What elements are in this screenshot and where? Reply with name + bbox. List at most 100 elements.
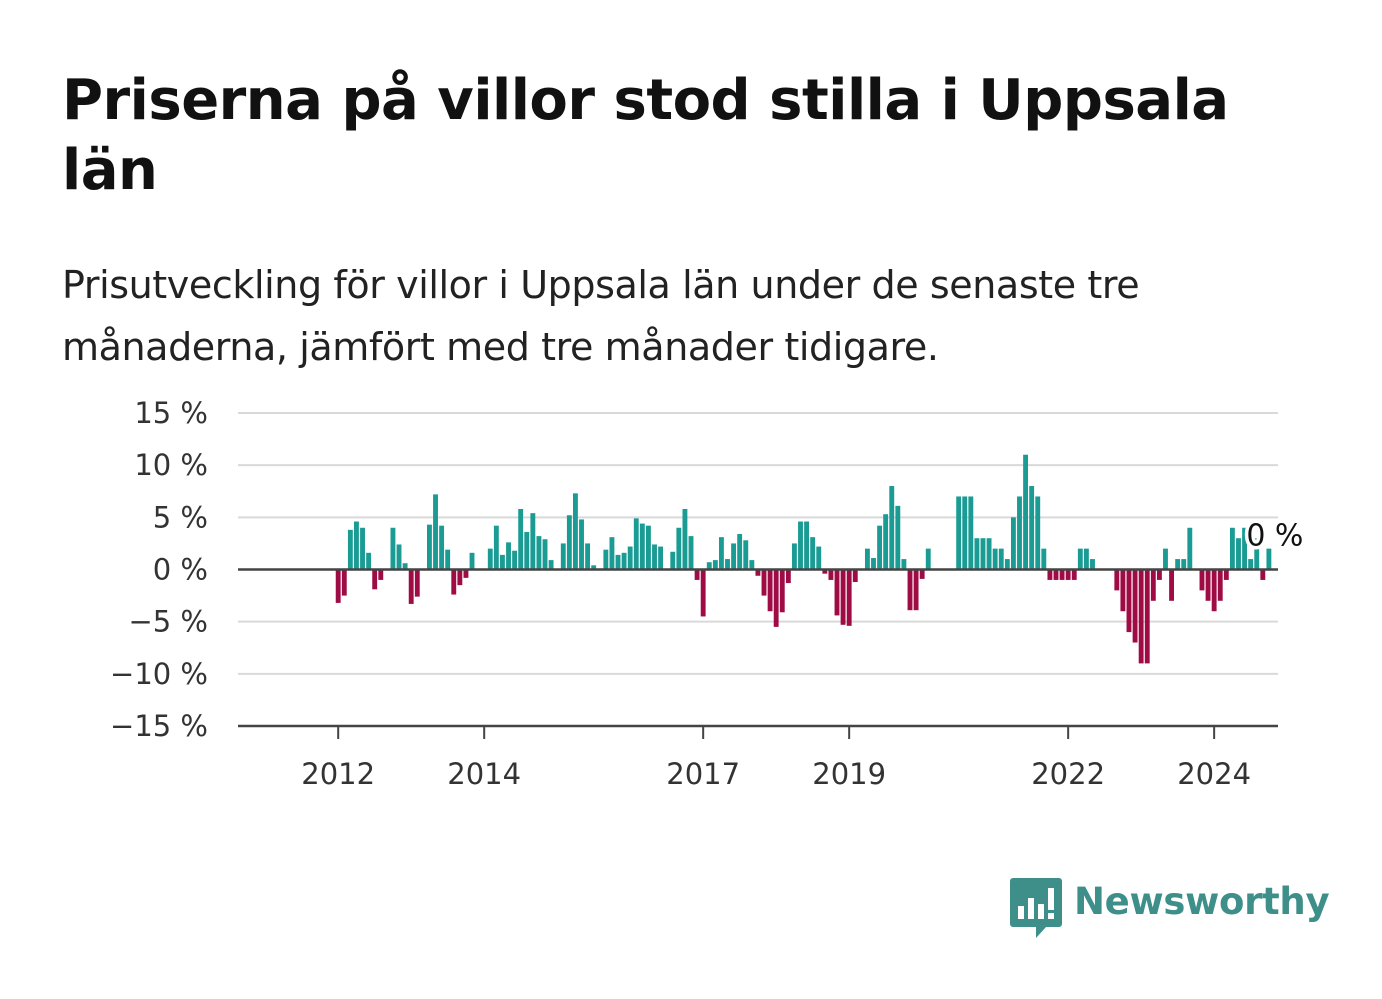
x-tick-label: 2017 xyxy=(666,757,740,791)
bar xyxy=(785,569,791,584)
bar xyxy=(1242,527,1247,570)
bar xyxy=(633,518,639,570)
bar xyxy=(1126,569,1132,633)
bar xyxy=(1059,569,1065,580)
page-title: Priserna på villor stod stilla i Uppsala… xyxy=(62,68,1229,203)
y-tick-label: −10 % xyxy=(110,657,208,691)
bar xyxy=(913,569,919,611)
bar xyxy=(998,548,1004,570)
bar xyxy=(810,537,816,570)
y-tick-label: −15 % xyxy=(110,709,208,743)
bar xyxy=(390,527,396,570)
bar xyxy=(579,519,584,570)
bar xyxy=(877,525,883,570)
bar xyxy=(645,525,651,570)
bar xyxy=(463,569,469,578)
bar xyxy=(378,569,384,580)
bar xyxy=(700,569,706,617)
bar xyxy=(1199,569,1205,591)
bar xyxy=(1223,569,1229,580)
bar xyxy=(992,548,998,570)
y-tick-label: 15 % xyxy=(134,396,208,430)
y-tick-label: 10 % xyxy=(134,448,208,482)
bar xyxy=(609,537,615,570)
bar xyxy=(676,527,682,570)
bar xyxy=(1077,548,1083,570)
bar xyxy=(1229,527,1235,570)
bar xyxy=(1217,569,1223,601)
bar xyxy=(725,559,730,570)
brand-logo: Newsworthy xyxy=(1010,878,1330,938)
bar xyxy=(652,544,657,570)
bar xyxy=(1175,559,1181,570)
bar xyxy=(335,569,341,603)
bar xyxy=(1071,569,1077,580)
bar xyxy=(591,565,597,570)
bar xyxy=(427,524,432,570)
bar xyxy=(1035,496,1041,570)
bar xyxy=(1053,569,1059,580)
bar xyxy=(530,513,536,570)
bar xyxy=(347,529,353,570)
bar xyxy=(956,496,962,570)
bar xyxy=(560,543,566,570)
bar xyxy=(500,554,505,570)
bar xyxy=(791,543,797,570)
bar xyxy=(372,569,378,590)
bar xyxy=(1169,569,1175,601)
bar xyxy=(518,508,524,570)
y-tick-label: −5 % xyxy=(128,605,208,639)
bar xyxy=(901,559,907,570)
bar xyxy=(1163,548,1168,570)
bar xyxy=(670,551,676,570)
bar xyxy=(469,552,475,570)
bar xyxy=(639,523,645,570)
bar xyxy=(603,549,609,570)
bar xyxy=(572,493,578,570)
x-tick-label: 2019 xyxy=(812,757,886,791)
bar xyxy=(1181,559,1187,570)
bar xyxy=(439,525,445,570)
bar xyxy=(1029,486,1035,570)
bar xyxy=(919,569,925,579)
bar xyxy=(1211,569,1217,612)
x-axis-ticks: 2012 2014 2017 2019 2022 2024 xyxy=(301,726,1251,791)
bar xyxy=(1254,538,1260,570)
bar xyxy=(493,525,499,570)
bar xyxy=(366,552,372,570)
bar xyxy=(1260,569,1266,580)
bar xyxy=(1248,559,1254,570)
bar xyxy=(1266,548,1272,570)
bar xyxy=(974,538,980,570)
bar xyxy=(743,540,749,570)
bar xyxy=(779,569,785,613)
bar xyxy=(408,569,414,604)
bar xyxy=(566,515,572,570)
bar xyxy=(840,569,846,625)
bar xyxy=(816,546,822,570)
bar xyxy=(889,486,895,570)
bar xyxy=(627,546,633,570)
y-tick-label: 0 % xyxy=(153,553,208,587)
bar xyxy=(457,569,463,586)
grid-lines xyxy=(238,412,1278,675)
bar xyxy=(1132,569,1138,643)
bar xyxy=(737,534,743,570)
bar xyxy=(1187,527,1193,570)
bar xyxy=(341,569,347,596)
bar xyxy=(834,569,840,616)
bar xyxy=(1010,517,1016,570)
bar xyxy=(542,539,548,570)
bar xyxy=(536,536,542,570)
x-tick-label: 2012 xyxy=(301,757,375,791)
bar xyxy=(828,569,834,580)
newsworthy-logo-icon xyxy=(1010,878,1062,938)
bar xyxy=(1083,548,1089,570)
bar xyxy=(1150,569,1156,601)
bar xyxy=(1114,569,1120,591)
bar xyxy=(445,549,451,570)
bar xyxy=(433,494,438,570)
bar xyxy=(767,569,773,612)
y-axis-ticks: 15 % 10 % 5 % 0 % −5 % −10 % −15 % xyxy=(110,396,208,743)
